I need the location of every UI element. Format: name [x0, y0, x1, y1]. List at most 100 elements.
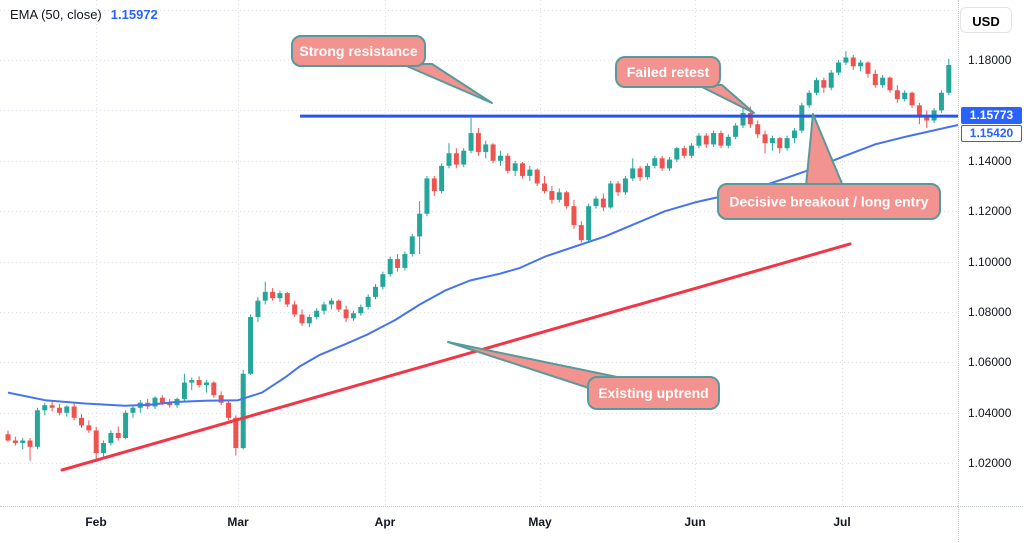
candle-down: [270, 288, 276, 301]
candle-down: [336, 299, 342, 312]
candle-body: [196, 380, 202, 386]
annotation-tail: [697, 84, 755, 114]
candle-body: [358, 306, 364, 314]
price-axis-label: 1.04000: [968, 405, 1012, 420]
candle-body: [240, 373, 246, 449]
candle-up: [108, 430, 114, 446]
candle-up: [696, 133, 702, 149]
candle-down: [821, 77, 827, 93]
candle-down: [71, 402, 77, 421]
candle-down: [659, 155, 665, 171]
candle-up: [814, 77, 819, 96]
candle-down: [115, 426, 121, 441]
candle-up: [667, 157, 672, 171]
annotation-strong-resistance[interactable]: Strong resistance: [291, 35, 493, 104]
candle-body: [571, 206, 577, 226]
candle-body: [747, 112, 753, 125]
price-axis[interactable]: 1.18000 1.14000 1.12000 1.10000 1.08000 1.060…: [958, 0, 1024, 506]
candle-body: [755, 124, 761, 135]
candle-body: [277, 293, 283, 299]
candle-body: [497, 155, 503, 161]
candle-up: [608, 180, 614, 209]
time-axis-label: Feb: [85, 515, 107, 529]
candle-body: [431, 178, 437, 192]
time-axis-label: Jun: [684, 515, 706, 529]
candle-down: [431, 175, 437, 197]
candle-body: [439, 165, 445, 192]
candle-body: [674, 148, 680, 160]
candle-up: [483, 140, 489, 159]
annotation-failed-retest[interactable]: Failed retest: [615, 56, 755, 114]
currency-toggle-button[interactable]: USD: [960, 7, 1012, 33]
candle-up: [880, 75, 886, 88]
time-axis-label: Apr: [374, 515, 396, 529]
candle-body: [306, 317, 312, 324]
candle-down: [872, 70, 878, 88]
candle-body: [417, 213, 423, 237]
candle-body: [71, 406, 77, 418]
candle-down: [924, 110, 930, 129]
candle-up: [644, 163, 650, 180]
candle-up: [784, 135, 790, 151]
axis-corner: [958, 506, 1024, 543]
candle-up: [652, 155, 658, 169]
candle-body: [520, 163, 525, 176]
candle-body: [505, 155, 511, 171]
candle-down: [490, 143, 496, 164]
candle-body: [79, 417, 84, 426]
candle-body: [733, 125, 739, 137]
ema-line[interactable]: [7, 124, 959, 407]
candle-up: [725, 134, 731, 149]
candle-body: [461, 150, 467, 165]
candle-down: [453, 148, 459, 169]
candle-body: [902, 92, 908, 100]
candle-up: [439, 163, 445, 194]
candle-body: [858, 62, 864, 67]
candle-body: [703, 135, 709, 145]
candle-down: [564, 191, 570, 209]
indicator-legend[interactable]: EMA (50, close) 1.15972: [10, 7, 158, 22]
candle-body: [115, 432, 121, 438]
candle-body: [380, 274, 386, 287]
candle-up: [328, 298, 334, 310]
candle-body: [916, 105, 922, 116]
candle-body: [468, 133, 474, 151]
candle-down: [86, 420, 92, 433]
candle-body: [924, 115, 930, 121]
candle-up: [34, 407, 40, 450]
candle-body: [483, 144, 489, 152]
candle-body: [946, 65, 952, 93]
candle-body: [12, 440, 18, 444]
time-axis[interactable]: Feb Mar Apr May Jun Jul: [0, 506, 958, 543]
price-axis-label: 1.08000: [968, 305, 1012, 319]
candle-down: [284, 291, 290, 307]
annotation-decisive-breakout[interactable]: Decisive breakout / long entry: [717, 113, 941, 220]
candle-body: [725, 136, 731, 146]
candle-up: [189, 377, 195, 391]
candle-up: [938, 90, 944, 113]
time-axis-label: May: [528, 515, 552, 529]
candle-body: [328, 300, 334, 305]
candle-body: [299, 314, 305, 324]
candle-body: [512, 163, 518, 171]
candle-up: [740, 107, 746, 129]
candle-down: [600, 193, 606, 212]
candle-down: [578, 221, 584, 243]
candle-up: [20, 438, 26, 450]
trendline-uptrend[interactable]: [60, 242, 852, 472]
candle-up: [497, 150, 503, 166]
candle-body: [542, 183, 548, 192]
candle-body: [270, 291, 276, 299]
candle-up: [586, 203, 592, 242]
candle-down: [718, 130, 724, 149]
candle-body: [615, 183, 621, 193]
candle-body: [123, 412, 129, 438]
annotation-box: [615, 56, 721, 88]
candle-body: [578, 225, 584, 241]
candle-up: [733, 123, 739, 140]
annotation-existing-uptrend[interactable]: Existing uptrend: [447, 341, 720, 410]
candle-up: [946, 58, 952, 96]
candle-body: [350, 313, 356, 319]
candle-body: [630, 168, 636, 179]
